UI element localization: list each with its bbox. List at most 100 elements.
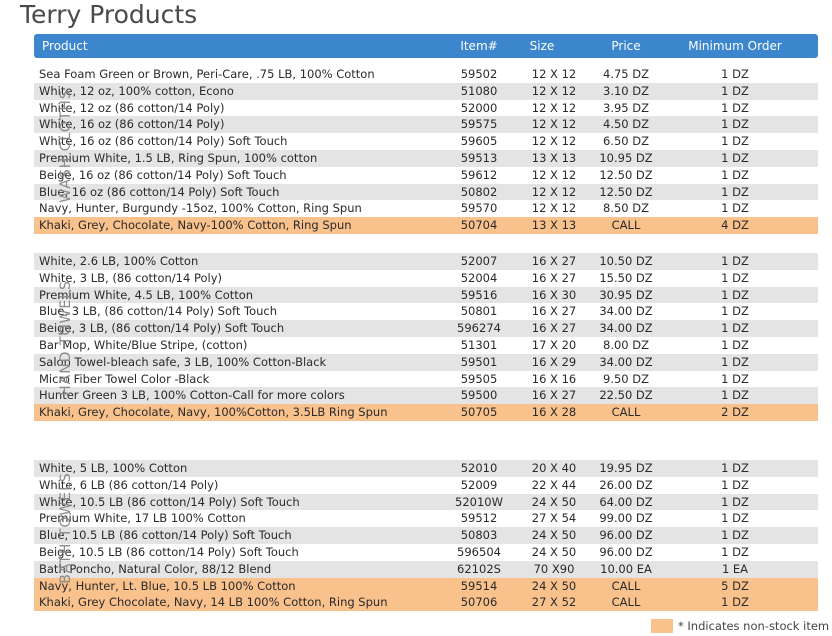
product-cell: Beige, 10.5 LB (86 cotton/14 Poly) Soft … xyxy=(39,544,299,559)
min-order-cell: 1 DZ xyxy=(721,388,749,403)
table-row: Premium White, 4.5 LB, 100% Cotton 59516 1… xyxy=(34,286,818,304)
min-order-cell: 1 DZ xyxy=(721,83,749,98)
min-order-cell: 1 DZ xyxy=(721,117,749,132)
table-row: White, 16 oz (86 cotton/14 Poly) Soft To… xyxy=(34,133,818,150)
product-cell: Micro Fiber Towel Color -Black xyxy=(39,371,210,386)
item-cell: 51301 xyxy=(460,337,498,352)
size-cell: 24 X 50 xyxy=(531,528,577,543)
min-order-cell: 1 DZ xyxy=(721,254,749,268)
header-size: Size xyxy=(529,39,555,53)
min-order-cell: 1 DZ xyxy=(721,100,749,115)
item-cell: 596504 xyxy=(457,544,501,559)
min-order-cell: 1 DZ xyxy=(721,528,749,543)
price-cell: 4.50 DZ xyxy=(603,117,649,132)
price-cell: 10.50 DZ xyxy=(599,254,653,268)
table-row: White, 6 LB (86 cotton/14 Poly) 52009 22 X… xyxy=(34,477,818,494)
price-cell: 6.50 DZ xyxy=(603,134,649,149)
min-order-cell: 1 DZ xyxy=(721,150,749,165)
table-row: Bath Poncho, Natural Color, 88/12 Blend 6… xyxy=(34,560,818,578)
table-row: Khaki, Grey, Chocolate, Navy-100% Cotton… xyxy=(34,217,818,234)
min-order-cell: 4 DZ xyxy=(721,218,749,233)
size-cell: 24 X 50 xyxy=(531,544,577,559)
price-cell: 3.10 DZ xyxy=(603,83,649,98)
min-order-cell: 1 EA xyxy=(721,561,749,576)
item-cell: 50706 xyxy=(460,595,498,610)
min-order-cell: 1 DZ xyxy=(721,201,749,216)
table-row: Khaki, Grey, Chocolate, Navy, 100%Cotton… xyxy=(34,404,818,421)
size-cell: 16 X 27 xyxy=(531,304,577,319)
size-cell: 12 X 12 xyxy=(531,100,577,115)
item-cell: 50705 xyxy=(460,405,498,420)
size-cell: 70 X90 xyxy=(533,561,575,576)
price-cell: 9.50 DZ xyxy=(603,371,649,386)
product-cell: Khaki, Grey, Chocolate, Navy-100% Cotton… xyxy=(39,218,352,233)
size-cell: 16 X 30 xyxy=(531,287,577,302)
section-label-bath-towels: BATH TOWELS xyxy=(58,472,74,584)
item-cell: 50803 xyxy=(460,528,498,543)
product-cell: Blue, 10.5 LB (86 cotton/14 Poly) Soft T… xyxy=(39,528,292,543)
table-row: Navy, Hunter, Lt. Blue, 10.5 LB 100% Cot… xyxy=(34,577,818,595)
table-row: Beige, 16 oz (86 cotton/14 Poly) Soft To… xyxy=(34,167,818,184)
table-row: Blue, 10.5 LB (86 cotton/14 Poly) Soft T… xyxy=(34,527,818,544)
min-order-cell: 1 DZ xyxy=(721,134,749,149)
min-order-cell: 1 DZ xyxy=(721,461,749,475)
product-cell: Navy, Hunter, Burgundy -15oz, 100% Cotto… xyxy=(39,201,362,216)
product-cell: Hunter Green 3 LB, 100% Cotton-Call for … xyxy=(39,388,345,403)
table-header: Product Item# Size Price Minimum Order xyxy=(34,34,818,58)
section-wash-cloths: Sea Foam Green or Brown, Peri-Care, .75 … xyxy=(34,66,818,234)
item-cell: 62102S xyxy=(457,561,501,576)
price-cell: 12.50 DZ xyxy=(599,167,653,182)
item-cell: 59502 xyxy=(460,67,498,81)
size-cell: 12 X 12 xyxy=(531,167,577,182)
product-cell: White, 16 oz (86 cotton/14 Poly) Soft To… xyxy=(39,134,288,149)
item-cell: 59512 xyxy=(460,511,498,526)
table-row: White, 16 oz (86 cotton/14 Poly) 59575 12 … xyxy=(34,116,818,134)
table-row: Khaki, Grey Chocolate, Navy, 14 LB 100% … xyxy=(34,594,818,612)
size-cell: 16 X 27 xyxy=(531,254,577,268)
product-cell: Premium White, 17 LB 100% Cotton xyxy=(39,511,246,526)
table-row: Beige, 3 LB, (86 cotton/14 Poly) Soft To… xyxy=(34,320,818,337)
min-order-cell: 1 DZ xyxy=(721,544,749,559)
size-cell: 13 X 13 xyxy=(531,150,577,165)
price-cell: 4.75 DZ xyxy=(603,67,649,81)
header-item: Item# xyxy=(460,39,498,53)
price-cell: 96.00 DZ xyxy=(599,528,653,543)
min-order-cell: 1 DZ xyxy=(721,67,749,81)
min-order-cell: 5 DZ xyxy=(721,578,749,593)
min-order-cell: 1 DZ xyxy=(721,511,749,526)
item-cell: 52010 xyxy=(460,461,498,475)
product-cell: Salon Towel-bleach safe, 3 LB, 100% Cott… xyxy=(39,354,327,369)
item-cell: 59501 xyxy=(460,354,498,369)
price-cell: CALL xyxy=(611,405,641,420)
price-cell: 15.50 DZ xyxy=(599,270,653,285)
table-row: Blue, 3 LB, (86 cotton/14 Poly) Soft Tou… xyxy=(34,303,818,320)
price-cell: 96.00 DZ xyxy=(599,544,653,559)
item-cell: 50801 xyxy=(460,304,498,319)
size-cell: 20 X 40 xyxy=(531,461,577,475)
table-row: White, 12 oz, 100% cotton, Econo 51080 12 … xyxy=(34,82,818,100)
price-cell: 64.00 DZ xyxy=(599,494,653,509)
min-order-cell: 2 DZ xyxy=(721,405,749,420)
table-row: White, 10.5 LB (86 cotton/14 Poly) Soft … xyxy=(34,493,818,511)
item-cell: 59605 xyxy=(460,134,498,149)
legend-text: * Indicates non-stock item xyxy=(678,619,830,633)
item-cell: 59500 xyxy=(460,388,498,403)
section-label-wash-cloths: WASH CLOTHS xyxy=(58,89,74,203)
item-cell: 52007 xyxy=(460,254,498,268)
min-order-cell: 1 DZ xyxy=(721,287,749,302)
price-cell: 34.00 DZ xyxy=(599,354,653,369)
price-cell: 22.50 DZ xyxy=(599,388,653,403)
min-order-cell: 1 DZ xyxy=(721,354,749,369)
min-order-cell: 1 DZ xyxy=(721,595,749,610)
size-cell: 24 X 50 xyxy=(531,578,577,593)
item-cell: 50802 xyxy=(460,184,498,199)
size-cell: 12 X 12 xyxy=(531,83,577,98)
header-price: Price xyxy=(611,39,641,53)
item-cell: 59514 xyxy=(460,578,498,593)
table-row: Premium White, 1.5 LB, Ring Spun, 100% c… xyxy=(34,149,818,167)
product-cell: Blue, 3 LB, (86 cotton/14 Poly) Soft Tou… xyxy=(39,304,278,319)
price-cell: 99.00 DZ xyxy=(599,511,653,526)
price-cell: CALL xyxy=(611,578,641,593)
min-order-cell: 1 DZ xyxy=(721,494,749,509)
table-row: Micro Fiber Towel Color -Black 59505 16 X … xyxy=(34,371,818,388)
